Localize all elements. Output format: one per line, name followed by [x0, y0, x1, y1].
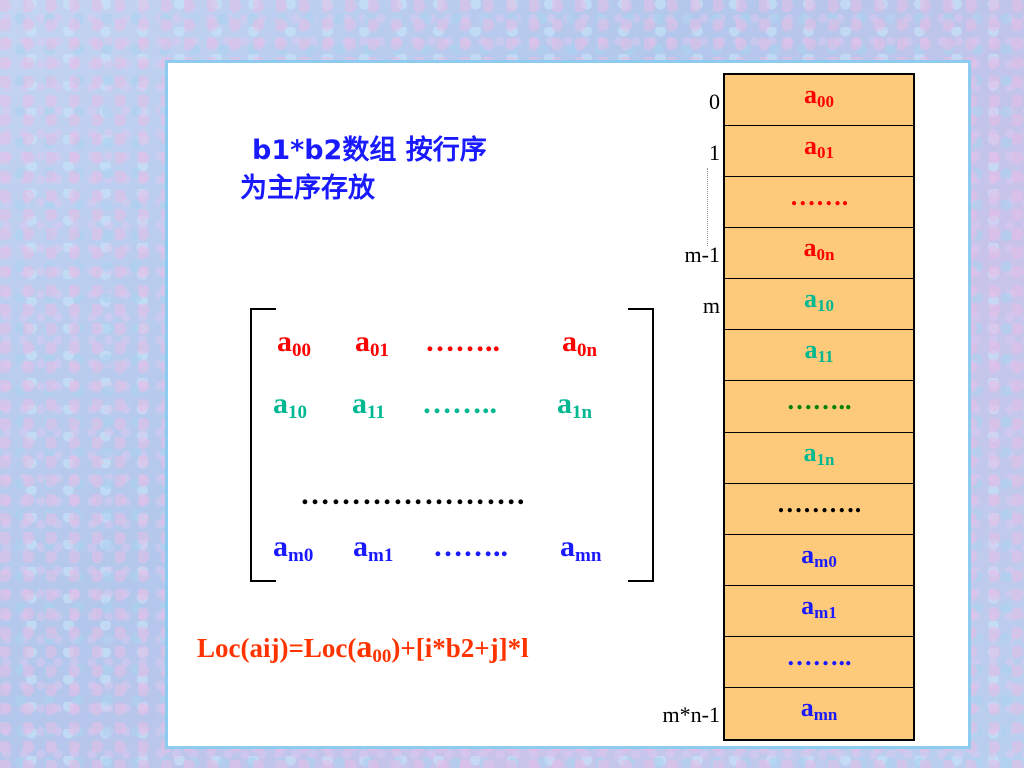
- memory-cell-value: am1: [801, 590, 837, 622]
- matrix-element: am0: [273, 530, 313, 567]
- cell-base: ……..: [786, 386, 852, 416]
- formula-sub: 00: [372, 646, 392, 667]
- memory-cell-value: …….: [790, 182, 849, 211]
- cell-base: a: [804, 80, 817, 109]
- title-line-2: 为主序存放: [240, 173, 375, 204]
- cell-base: a: [801, 590, 815, 620]
- memory-column: a00 a01……. a0n a10 a11…….. a1n………. am0 am1…….. a…: [723, 73, 915, 741]
- cell-base: …….: [789, 182, 849, 212]
- formula-base: a: [356, 628, 373, 664]
- memory-index-label: 1: [709, 140, 720, 166]
- memory-cell: a00: [725, 75, 913, 127]
- matrix-element: a00: [277, 325, 311, 362]
- memory-cell-value: a11: [804, 335, 834, 367]
- memory-cell-value: a01: [804, 131, 834, 163]
- memory-cell-value: ……..: [787, 386, 852, 415]
- slide-title: b1*b2数组 按行序 为主序存放: [240, 132, 530, 208]
- cell-base: ……….: [776, 488, 862, 518]
- memory-cell-value: am0: [801, 539, 837, 571]
- memory-cell: a0n: [725, 228, 913, 280]
- memory-cell-value: ……….: [777, 489, 862, 518]
- memory-cell: a01: [725, 126, 913, 178]
- cell-base: a: [801, 539, 815, 569]
- element-subscript: m1: [368, 545, 394, 566]
- element-base: a: [562, 325, 577, 358]
- element-base: a: [352, 387, 367, 420]
- memory-cell-value: a1n: [803, 437, 835, 469]
- title-line-1: b1*b2数组 按行序: [252, 135, 487, 166]
- matrix-right-bracket: [628, 308, 654, 582]
- matrix-element: amn: [560, 530, 601, 567]
- cell-base: a: [804, 335, 818, 365]
- element-base: ……..: [422, 387, 497, 420]
- memory-cell-value: a10: [804, 284, 834, 316]
- cell-base: a: [804, 284, 817, 314]
- cell-base: a: [800, 692, 814, 722]
- cell-base: a: [803, 437, 817, 467]
- memory-cell-value: a00: [804, 80, 834, 111]
- element-subscript: m0: [288, 545, 314, 566]
- matrix-element: ……..: [425, 325, 500, 359]
- memory-cell: am0: [725, 535, 913, 586]
- memory-cell: am1: [725, 586, 913, 637]
- element-base: a: [355, 325, 370, 358]
- cell-subscript: m1: [814, 602, 837, 622]
- element-base: a: [557, 387, 572, 420]
- cell-base: a: [804, 131, 817, 161]
- element-subscript: mn: [575, 545, 602, 566]
- memory-cell: amn: [725, 688, 913, 739]
- element-subscript: 10: [288, 402, 307, 423]
- element-base: ……..: [425, 325, 500, 358]
- cell-subscript: mn: [813, 704, 838, 724]
- element-base: a: [560, 530, 575, 563]
- memory-cell-value: a0n: [803, 233, 835, 265]
- cell-subscript: 01: [817, 143, 834, 163]
- memory-cell: ……..: [725, 637, 913, 688]
- memory-cell: a10: [725, 279, 913, 331]
- memory-cell-value: amn: [800, 692, 838, 724]
- matrix-element: a0n: [562, 325, 597, 362]
- memory-cell: ……….: [725, 484, 913, 535]
- memory-cell: ……..: [725, 381, 913, 433]
- matrix-element: am1: [353, 530, 393, 567]
- cell-base: ……..: [786, 641, 852, 671]
- cell-subscript: 00: [817, 92, 834, 111]
- cell-subscript: 0n: [816, 245, 835, 265]
- memory-index-label: 0: [709, 89, 720, 114]
- element-subscript: 0n: [577, 340, 598, 361]
- formula-suffix: )+[i*b2+j]*l: [391, 633, 529, 663]
- cell-subscript: m0: [814, 551, 837, 571]
- memory-index-label: m: [702, 293, 720, 319]
- matrix-element: ……..: [422, 387, 497, 421]
- memory-index-label: m*n-1: [662, 701, 720, 727]
- matrix-element: ……..: [433, 530, 508, 564]
- matrix-element: a1n: [557, 387, 592, 424]
- matrix-element: a11: [352, 387, 385, 424]
- formula-prefix: Loc(aij)=Loc(: [197, 633, 357, 663]
- memory-cell-value: ……..: [787, 642, 852, 671]
- index-dotted-line: [707, 168, 709, 246]
- element-base: a: [277, 325, 292, 358]
- address-formula: Loc(aij)=Loc(a00)+[i*b2+j]*l: [197, 628, 529, 668]
- matrix-element: a10: [273, 387, 307, 424]
- element-subscript: 01: [370, 340, 389, 361]
- matrix-left-bracket: [250, 308, 276, 582]
- element-subscript: 00: [292, 340, 311, 361]
- memory-index-label: m-1: [684, 242, 720, 268]
- element-base: a: [273, 387, 288, 420]
- element-base: a: [273, 530, 288, 563]
- element-subscript: 11: [367, 402, 385, 423]
- cell-base: a: [803, 233, 817, 263]
- element-base: a: [353, 530, 368, 563]
- cell-subscript: 1n: [816, 449, 835, 469]
- memory-cell: a11: [725, 330, 913, 382]
- memory-cell: …….: [725, 177, 913, 229]
- cell-subscript: 10: [817, 296, 834, 316]
- element-subscript: 1n: [572, 402, 593, 423]
- cell-subscript: 11: [817, 347, 834, 367]
- memory-cell: a1n: [725, 433, 913, 484]
- element-base: ……..: [433, 530, 508, 563]
- matrix-element: a01: [355, 325, 389, 362]
- matrix-middle-dots: ………………….: [300, 478, 526, 511]
